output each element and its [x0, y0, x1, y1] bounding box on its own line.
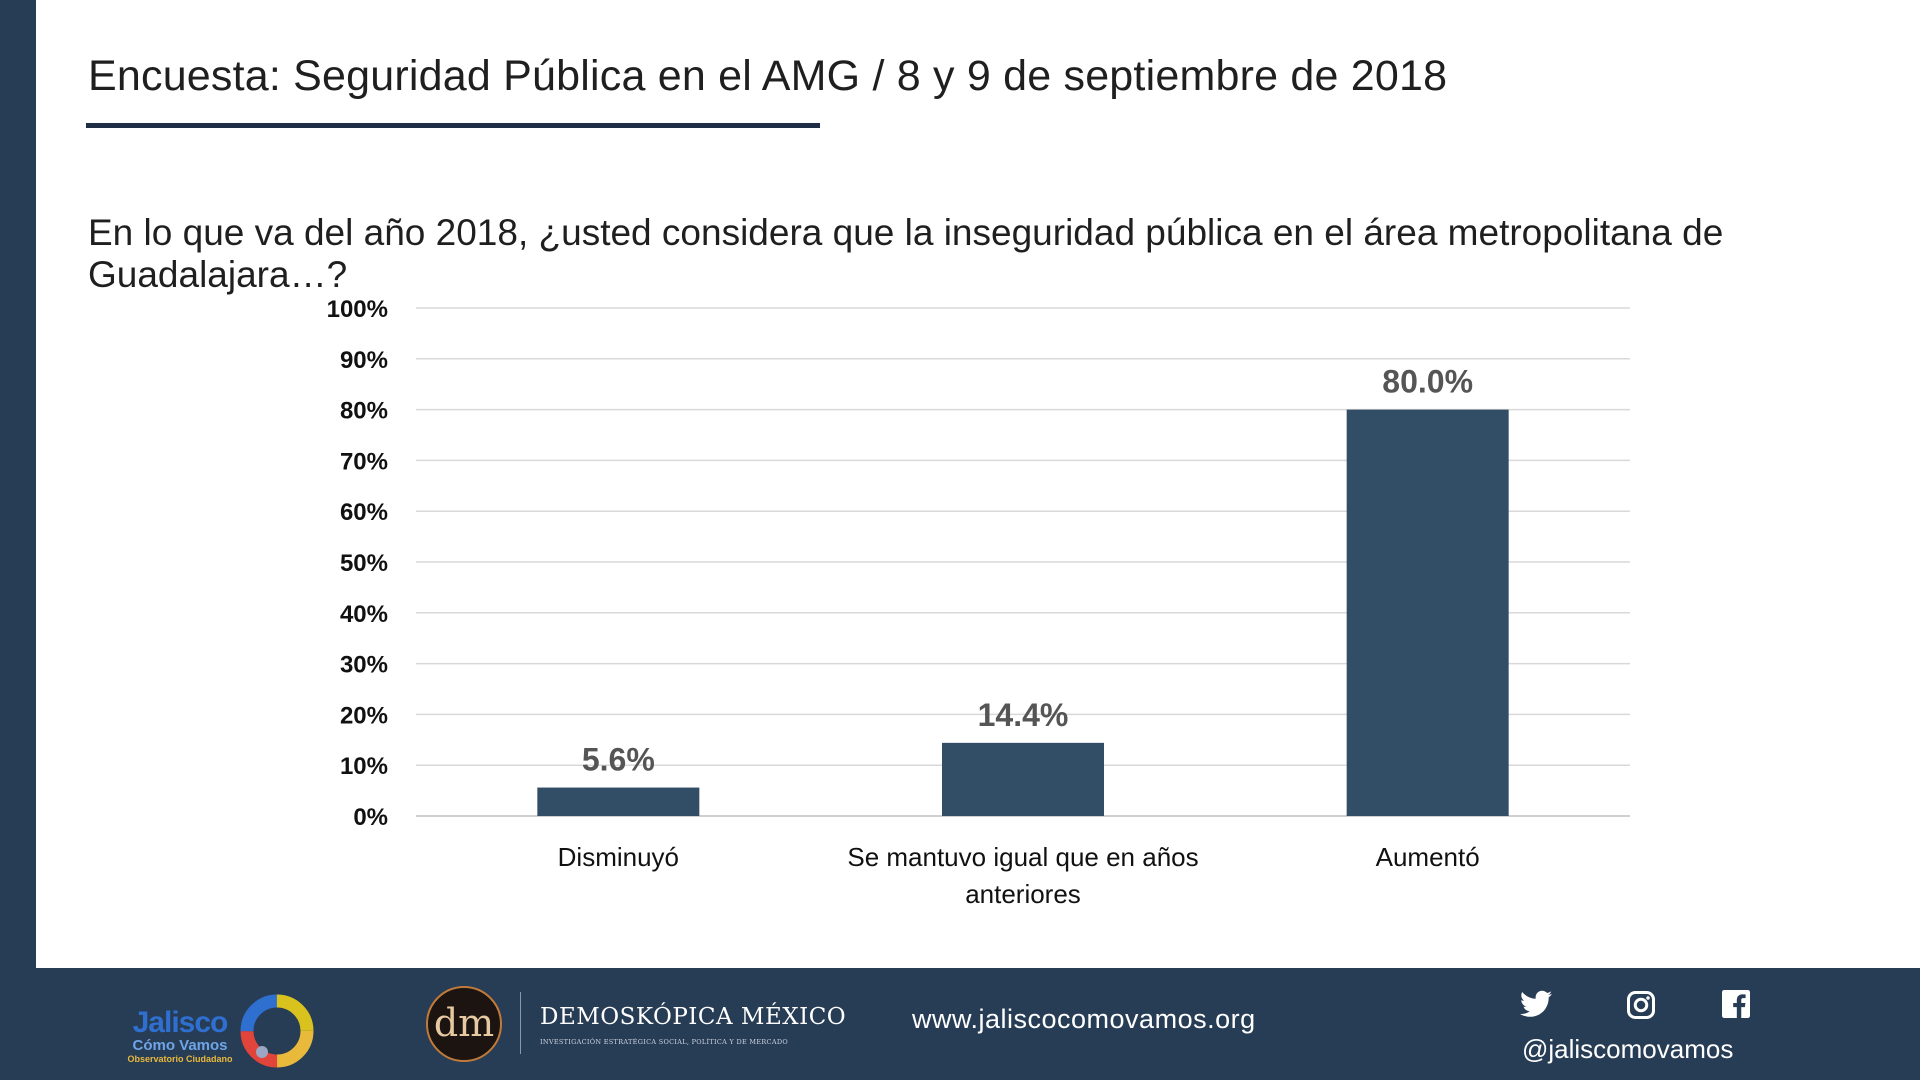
y-tick-label: 50% — [340, 550, 388, 577]
y-tick-label: 60% — [340, 499, 388, 526]
social-handle[interactable]: @jaliscomovamos — [1522, 1034, 1734, 1064]
data-labels: 5.6% 14.4% 80.0% — [582, 364, 1473, 778]
jcv-logo-name: Jalisco — [132, 1006, 229, 1039]
demoskopica-logo: dm DEMOSKÓPICA MÉXICO INVESTIGACIÓN ESTR… — [420, 982, 846, 1068]
website-link[interactable]: www.jaliscocomovamos.org — [912, 1004, 1256, 1034]
y-tick-label: 10% — [340, 753, 388, 780]
title-underline — [86, 123, 820, 128]
footer-bar: Jalisco Cómo Vamos Observatorio Ciudadan… — [0, 968, 1920, 1080]
dm-logo-tagline: INVESTIGACIÓN ESTRATÉGICA SOCIAL, POLÍTI… — [540, 1038, 788, 1046]
y-axis-ticks: 0% 10% 20% 30% 40% 50% 60% 70% 80% 90% 100% — [327, 296, 388, 831]
category-labels: Disminuyó Se mantuvo igual que en años ant… — [558, 842, 1480, 909]
data-label: 5.6% — [582, 742, 655, 778]
jcv-logo-subtitle: Cómo Vamos — [132, 1037, 228, 1054]
dm-logo-name: DEMOSKÓPICA MÉXICO — [540, 1004, 847, 1030]
y-tick-label: 70% — [340, 448, 388, 475]
category-label: Aumentó — [1376, 842, 1480, 872]
jalisco-como-vamos-logo: Jalisco Cómo Vamos Observatorio Ciudadan… — [120, 990, 320, 1070]
logo-divider — [520, 992, 521, 1054]
y-tick-label: 90% — [340, 347, 388, 374]
survey-question: En lo que va del año 2018, ¿usted consid… — [88, 212, 1724, 295]
data-label: 80.0% — [1382, 364, 1473, 400]
social-links: @jaliscomovamos — [1500, 990, 1760, 1070]
jcv-logo-tagline: Observatorio Ciudadano — [127, 1054, 233, 1064]
category-label: anteriores — [965, 879, 1081, 909]
data-label: 14.4% — [978, 697, 1069, 733]
page-title: Encuesta: Seguridad Pública en el AMG / … — [88, 52, 1448, 100]
y-tick-label: 30% — [340, 652, 388, 679]
y-tick-label: 80% — [340, 398, 388, 425]
category-label: Se mantuvo igual que en años — [847, 842, 1198, 872]
bar-chart: 0% 10% 20% 30% 40% 50% 60% 70% 80% 90% 100% 5.6% 14… — [327, 296, 1630, 909]
instagram-icon[interactable] — [1626, 990, 1656, 1020]
category-label: Disminuyó — [558, 842, 679, 872]
dm-monogram: dm — [426, 986, 502, 1062]
y-tick-label: 40% — [340, 601, 388, 628]
bar — [1346, 409, 1509, 816]
y-tick-label: 0% — [353, 804, 388, 831]
bar — [942, 742, 1104, 816]
y-tick-label: 20% — [340, 702, 388, 729]
color-ring-icon — [240, 994, 314, 1068]
y-tick-label: 100% — [327, 296, 388, 323]
bars — [537, 409, 1509, 816]
twitter-icon[interactable] — [1520, 990, 1552, 1018]
facebook-icon[interactable] — [1722, 990, 1750, 1018]
bar — [537, 787, 700, 816]
